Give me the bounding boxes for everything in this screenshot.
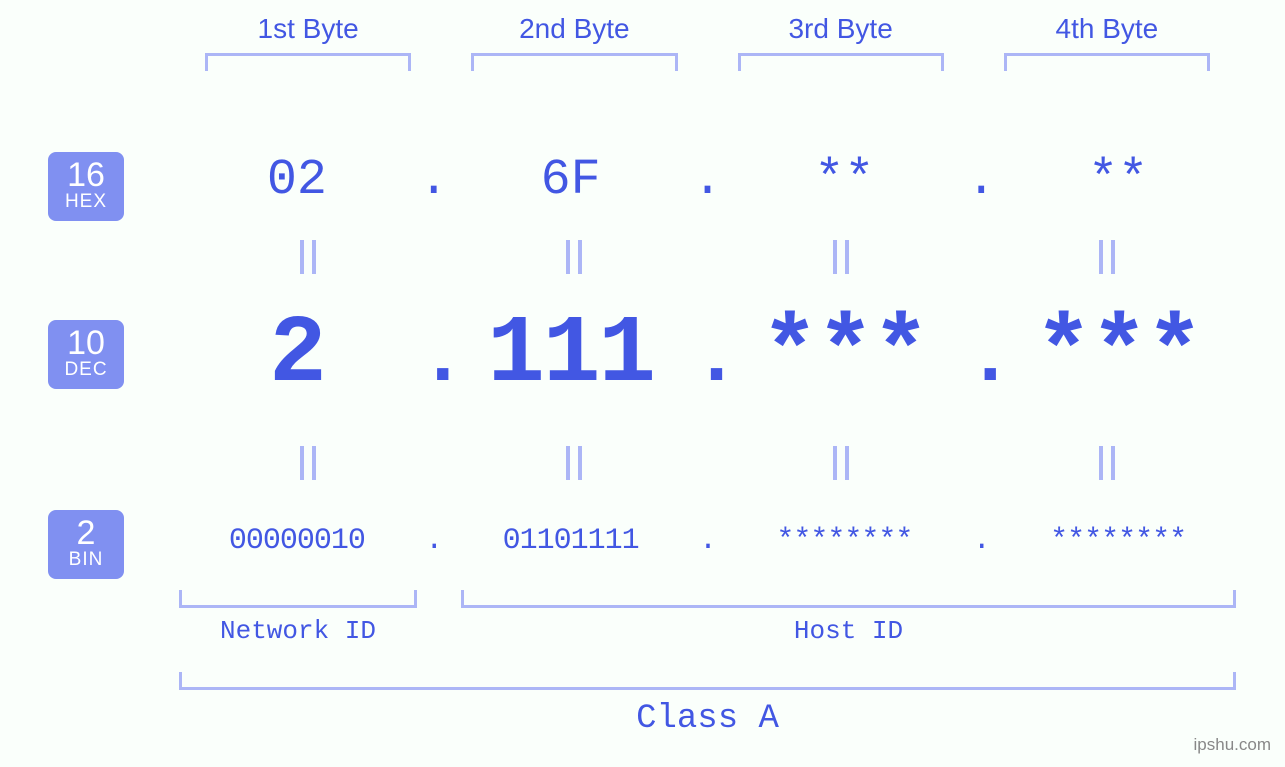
host-id-bracket-icon bbox=[461, 590, 1236, 608]
separator-dot: . bbox=[693, 152, 723, 209]
bin-byte-1: 00000010 bbox=[175, 524, 419, 558]
separator-dot: . bbox=[693, 314, 723, 405]
equality-icon bbox=[300, 446, 316, 480]
class-bracket-icon bbox=[179, 672, 1236, 690]
equality-row-hex-dec bbox=[175, 240, 1240, 279]
class-bracket-row bbox=[175, 672, 1240, 690]
dec-byte-1: 2 bbox=[175, 300, 419, 409]
equality-icon bbox=[1099, 446, 1115, 480]
ip-address-diagram: 1st Byte 2nd Byte 3rd Byte 4th Byte 16 H… bbox=[0, 0, 1285, 767]
base-number: 10 bbox=[48, 326, 124, 360]
equality-icon bbox=[1099, 240, 1115, 274]
equality-icon bbox=[833, 446, 849, 480]
separator-dot: . bbox=[966, 314, 996, 405]
base-number: 2 bbox=[48, 516, 124, 550]
base-abbr: HEX bbox=[48, 192, 124, 213]
equality-row-dec-bin bbox=[175, 446, 1240, 485]
byte-header-label: 2nd Byte bbox=[441, 13, 707, 45]
bin-byte-2: 01101111 bbox=[449, 524, 693, 558]
byte-header-1: 1st Byte bbox=[175, 13, 441, 71]
byte-header-label: 4th Byte bbox=[974, 13, 1240, 45]
bin-byte-4: ******** bbox=[996, 524, 1240, 558]
hex-byte-3: ** bbox=[723, 152, 967, 209]
dec-byte-3: *** bbox=[723, 300, 967, 409]
equality-icon bbox=[566, 446, 582, 480]
top-bracket-icon bbox=[738, 53, 944, 71]
byte-headers-row: 1st Byte 2nd Byte 3rd Byte 4th Byte bbox=[175, 13, 1240, 71]
equality-icon bbox=[300, 240, 316, 274]
separator-dot: . bbox=[693, 524, 723, 558]
equality-icon bbox=[566, 240, 582, 274]
byte-header-3: 3rd Byte bbox=[708, 13, 974, 71]
separator-dot: . bbox=[419, 524, 449, 558]
separator-dot: . bbox=[966, 152, 996, 209]
network-id-label: Network ID bbox=[179, 616, 417, 646]
base-badge-hex: 16 HEX bbox=[48, 152, 124, 221]
base-badge-dec: 10 DEC bbox=[48, 320, 124, 389]
byte-header-4: 4th Byte bbox=[974, 13, 1240, 71]
separator-dot: . bbox=[419, 152, 449, 209]
bin-byte-3: ******** bbox=[723, 524, 967, 558]
base-number: 16 bbox=[48, 158, 124, 192]
bin-row: 00000010 . 01101111 . ******** . *******… bbox=[175, 524, 1240, 558]
hex-row: 02 . 6F . ** . ** bbox=[175, 152, 1240, 209]
separator-dot: . bbox=[419, 314, 449, 405]
base-abbr: DEC bbox=[48, 360, 124, 381]
dec-byte-4: *** bbox=[996, 300, 1240, 409]
top-bracket-icon bbox=[205, 53, 411, 71]
top-bracket-icon bbox=[471, 53, 677, 71]
byte-header-label: 1st Byte bbox=[175, 13, 441, 45]
base-badge-bin: 2 BIN bbox=[48, 510, 124, 579]
network-id-bracket-icon bbox=[179, 590, 417, 608]
watermark-text: ipshu.com bbox=[1194, 735, 1271, 755]
byte-header-label: 3rd Byte bbox=[708, 13, 974, 45]
hex-byte-1: 02 bbox=[175, 152, 419, 209]
separator-dot: . bbox=[966, 524, 996, 558]
hex-byte-4: ** bbox=[996, 152, 1240, 209]
top-bracket-icon bbox=[1004, 53, 1210, 71]
host-id-label: Host ID bbox=[461, 616, 1236, 646]
dec-byte-2: 111 bbox=[449, 300, 693, 409]
class-label: Class A bbox=[175, 700, 1240, 738]
dec-row: 2 . 111 . *** . *** bbox=[175, 300, 1240, 409]
equality-icon bbox=[833, 240, 849, 274]
hex-byte-2: 6F bbox=[449, 152, 693, 209]
base-abbr: BIN bbox=[48, 550, 124, 571]
byte-header-2: 2nd Byte bbox=[441, 13, 707, 71]
